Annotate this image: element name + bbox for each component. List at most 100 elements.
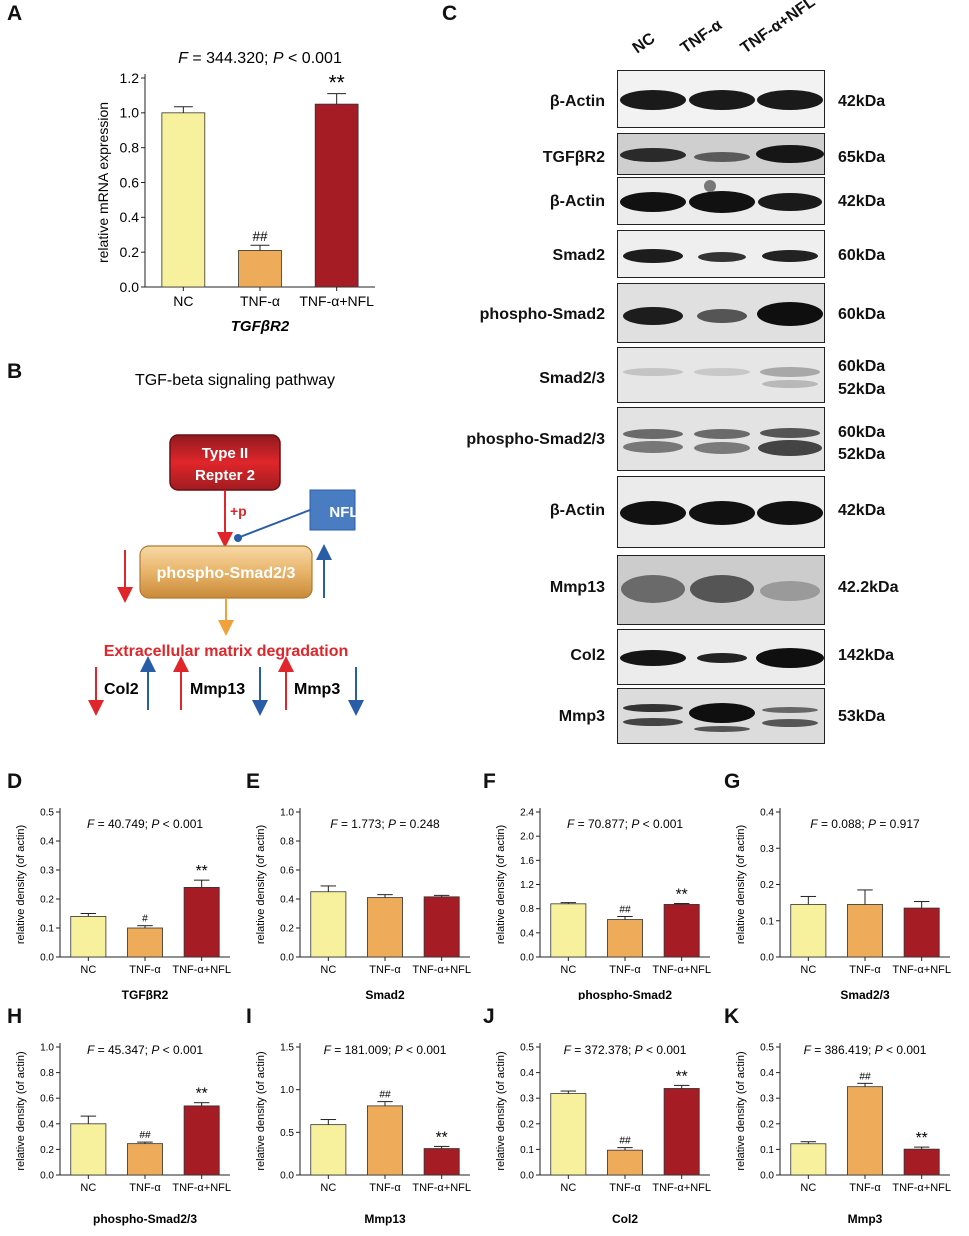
y-tick-label-j: 0.1 — [520, 1145, 534, 1156]
x-axis-title-j: Col2 — [612, 1212, 638, 1226]
bar-j — [663, 1088, 700, 1176]
stat-j: F = 372.378; P < 0.001 — [564, 1043, 687, 1057]
blot-actin-1 — [617, 70, 825, 128]
bar-f — [607, 919, 643, 958]
receptor-label-2: Repter 2 — [195, 467, 255, 484]
y-tick-label-k: 0.1 — [760, 1145, 774, 1156]
blot-label-smad23: Smad2/3 — [539, 370, 605, 387]
blot-tgfbr2 — [617, 133, 825, 175]
stat-k: F = 386.419; P < 0.001 — [804, 1043, 927, 1057]
y-tick-label-a: 0.2 — [120, 244, 140, 260]
y-tick-label-j: 0.5 — [520, 1043, 534, 1054]
panel-letter-j: J — [483, 1005, 495, 1028]
panel-letter-i: I — [246, 1005, 252, 1028]
blot-label-actin-1: β-Actin — [549, 93, 605, 110]
kda-actin-2: 42kDa — [838, 193, 886, 210]
chart-a-tgfbr2-mrna: F = 344.320; P < 0.001 0.0 0.2 0.4 0.6 0.8 1.0… — [95, 50, 375, 335]
x-tick-label-k: TNF-α+NFL — [892, 1182, 951, 1194]
y-tick-label-g: 0.0 — [760, 953, 774, 964]
significance-mark-j: ** — [676, 1068, 688, 1085]
blot-psmad2 — [617, 283, 825, 343]
y-axis-label-g: relative density (of actin) — [735, 825, 747, 944]
chart-d-tgfbr2: F = 40.749; P < 0.001 0.0 0.1 0.2 0.3 0.4 0.5 r… — [15, 808, 231, 1001]
bar-i — [310, 1124, 347, 1176]
x-tick-label-k: TNF-α — [849, 1182, 881, 1194]
stat-g: F = 0.088; P = 0.917 — [810, 817, 920, 831]
y-tick-label-f: 0.4 — [520, 928, 534, 939]
y-tick-label-d: 0.2 — [40, 895, 54, 906]
x-axis-title-f: phospho-Smad2 — [578, 988, 672, 1000]
x-axis-title-d: TGFβR2 — [122, 988, 169, 1000]
y-tick-label-k: 0.0 — [760, 1171, 774, 1182]
panel-letter-k: K — [724, 1005, 740, 1028]
lane-label-nc: NC — [629, 30, 659, 58]
blot-label-actin-2: β-Actin — [549, 193, 605, 210]
stat-a: F = 344.320; P < 0.001 — [178, 50, 342, 67]
y-tick-label-e: 0.8 — [280, 837, 294, 848]
nfl-box — [309, 489, 356, 531]
bar-h — [183, 1105, 220, 1176]
y-tick-label-h: 1.0 — [40, 1043, 54, 1054]
y-tick-label-e: 0.0 — [280, 953, 294, 964]
x-axis-title-k: Mmp3 — [848, 1212, 883, 1226]
kda-mmp3: 53kDa — [838, 708, 886, 725]
bar-g — [903, 907, 940, 958]
panel-letter-b: B — [7, 360, 23, 383]
significance-mark-d: # — [142, 914, 148, 925]
bar-d — [127, 927, 163, 958]
bar-k — [790, 1143, 827, 1176]
x-tick-label-d: NC — [80, 964, 96, 976]
y-tick-label-a: 1.0 — [120, 105, 140, 121]
y-tick-label-k: 0.3 — [760, 1094, 774, 1105]
y-tick-label-j: 0.4 — [520, 1068, 534, 1079]
x-tick-label-d: TNF-α — [129, 964, 161, 976]
significance-mark-h: ## — [139, 1130, 151, 1141]
x-tick-label-a: NC — [173, 293, 193, 309]
blot-label-mmp3: Mmp3 — [558, 708, 605, 725]
col2-label: Col2 — [104, 681, 139, 698]
pathway-diagram: TGF-beta signaling pathway Type II Repte… — [88, 372, 364, 716]
y-tick-label-e: 1.0 — [280, 808, 294, 819]
bar-e — [423, 896, 460, 958]
x-tick-label-h: TNF-α — [129, 1182, 161, 1194]
y-tick-label-j: 0.3 — [520, 1094, 534, 1105]
x-tick-label-g: NC — [800, 964, 816, 976]
chart-e-smad2: F = 1.773; P = 0.248 0.0 0.2 0.4 0.6 0.8 1.0 re… — [255, 808, 471, 1001]
kda-smad23-60: 60kDa — [838, 358, 886, 375]
lane-label-tnf-nfl: TNF-α+NFL — [737, 0, 819, 58]
x-tick-label-i: TNF-α — [369, 1182, 401, 1194]
stat-e: F = 1.773; P = 0.248 — [330, 817, 440, 831]
y-tick-label-h: 0.6 — [40, 1094, 54, 1105]
bar-i — [367, 1105, 403, 1176]
y-tick-label-h: 0.4 — [40, 1119, 54, 1130]
bar-d — [70, 916, 107, 958]
panel-letter-e: E — [246, 770, 261, 793]
y-tick-label-e: 0.2 — [280, 924, 294, 935]
kda-smad23-52: 52kDa — [838, 381, 886, 398]
nfl-label: NFL — [329, 504, 358, 521]
y-axis-label-j: relative density (of actin) — [495, 1051, 507, 1170]
smad-label: phospho-Smad2/3 — [157, 565, 296, 582]
x-tick-label-a: TNF-α — [240, 293, 280, 309]
plus-p-label: +p — [230, 503, 247, 519]
y-tick-label-f: 2.0 — [520, 832, 534, 843]
x-tick-label-g: TNF-α — [849, 964, 881, 976]
y-tick-label-f: 1.2 — [520, 880, 534, 891]
y-tick-label-e: 0.4 — [280, 895, 294, 906]
x-tick-label-f: TNF-α — [609, 964, 641, 976]
x-axis-title-g: Smad2/3 — [840, 988, 890, 1000]
y-axis-label-k: relative density (of actin) — [735, 1051, 747, 1170]
y-tick-label-d: 0.0 — [40, 953, 54, 964]
panel-letter-a: A — [7, 2, 23, 25]
y-tick-label-h: 0.0 — [40, 1171, 54, 1182]
x-tick-label-e: NC — [320, 964, 336, 976]
x-tick-label-d: TNF-α+NFL — [172, 964, 231, 976]
blot-label-col2: Col2 — [570, 647, 605, 664]
nfl-inhibition-end — [234, 534, 242, 542]
kda-psmad23-52: 52kDa — [838, 446, 886, 463]
significance-mark-i: ## — [379, 1090, 391, 1101]
blot-label-smad2: Smad2 — [552, 247, 605, 264]
y-tick-label-a: 0.6 — [120, 174, 140, 190]
bar-i — [423, 1148, 460, 1176]
bar-a — [161, 112, 206, 288]
